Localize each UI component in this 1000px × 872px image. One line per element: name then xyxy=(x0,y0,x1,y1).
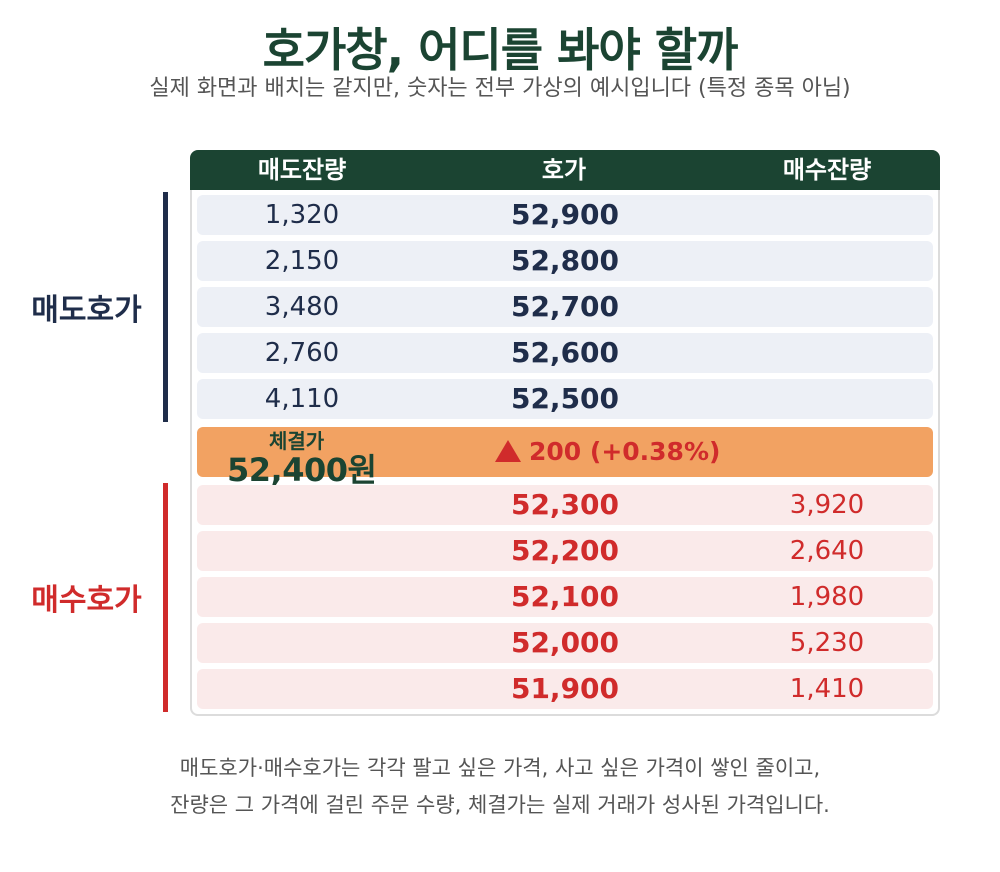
ask-qty: 1,320 xyxy=(264,200,340,230)
bid-price: 52,000 xyxy=(510,626,620,659)
ask-qty: 2,150 xyxy=(264,246,340,276)
ask-price: 52,700 xyxy=(510,290,620,323)
ask-qty: 3,480 xyxy=(264,292,340,322)
bid-row: 51,900 1,410 xyxy=(197,669,933,709)
up-triangle-icon xyxy=(495,440,521,462)
bid-row: 52,200 2,640 xyxy=(197,531,933,571)
column-price: 호가 xyxy=(541,156,587,184)
bid-side-label: 매수호가 xyxy=(31,583,142,618)
ask-qty: 4,110 xyxy=(264,384,340,414)
bid-qty: 2,640 xyxy=(789,536,865,566)
page-title: 호가창, 어디를 봐야 할까 xyxy=(262,23,739,77)
bid-qty: 3,920 xyxy=(789,490,865,520)
footer-line-2: 잔량은 그 가격에 걸린 주문 수량, 체결가는 실제 거래가 성사된 가격입니… xyxy=(170,793,830,817)
ask-row: 1,320 52,900 xyxy=(197,195,933,235)
ask-price: 52,600 xyxy=(510,336,620,369)
bid-price: 52,300 xyxy=(510,488,620,521)
ask-row: 3,480 52,700 xyxy=(197,287,933,327)
orderbook-header: 매도잔량 호가 매수잔량 xyxy=(190,150,940,190)
bid-qty: 5,230 xyxy=(789,628,865,658)
ask-row: 2,760 52,600 xyxy=(197,333,933,373)
trade-change: 200 (+0.38%) xyxy=(495,427,720,477)
bid-row: 52,000 5,230 xyxy=(197,623,933,663)
bid-row: 52,300 3,920 xyxy=(197,485,933,525)
footer-line-1: 매도호가·매수호가는 각각 팔고 싶은 가격, 사고 싶은 가격이 쌓인 줄이고… xyxy=(179,756,821,780)
ask-side-label: 매도호가 xyxy=(31,293,142,328)
bid-qty: 1,980 xyxy=(789,582,865,612)
ask-qty: 2,760 xyxy=(264,338,340,368)
ask-price: 52,500 xyxy=(510,382,620,415)
bid-row: 52,100 1,980 xyxy=(197,577,933,617)
trade-label: 체결가 xyxy=(269,429,325,453)
column-bid-qty: 매수잔량 xyxy=(782,156,872,184)
bid-price: 52,200 xyxy=(510,534,620,567)
ask-row: 4,110 52,500 xyxy=(197,379,933,419)
ask-row: 2,150 52,800 xyxy=(197,241,933,281)
trade-price: 52,400원 xyxy=(227,451,377,489)
orderbook-frame xyxy=(190,190,940,716)
ask-price: 52,900 xyxy=(510,198,620,231)
bid-price: 52,100 xyxy=(510,580,620,613)
ask-side-bar xyxy=(163,192,168,422)
bid-side-bar xyxy=(163,483,168,712)
trade-change-value: 200 (+0.38%) xyxy=(529,437,721,466)
ask-price: 52,800 xyxy=(510,244,620,277)
page-subtitle: 실제 화면과 배치는 같지만, 숫자는 전부 가상의 예시입니다 (특정 종목 … xyxy=(149,76,851,101)
trade-price-row: 체결가 52,400원 200 (+0.38%) xyxy=(197,427,933,489)
bid-qty: 1,410 xyxy=(789,674,865,704)
bid-price: 51,900 xyxy=(510,672,620,705)
column-ask-qty: 매도잔량 xyxy=(257,156,347,184)
